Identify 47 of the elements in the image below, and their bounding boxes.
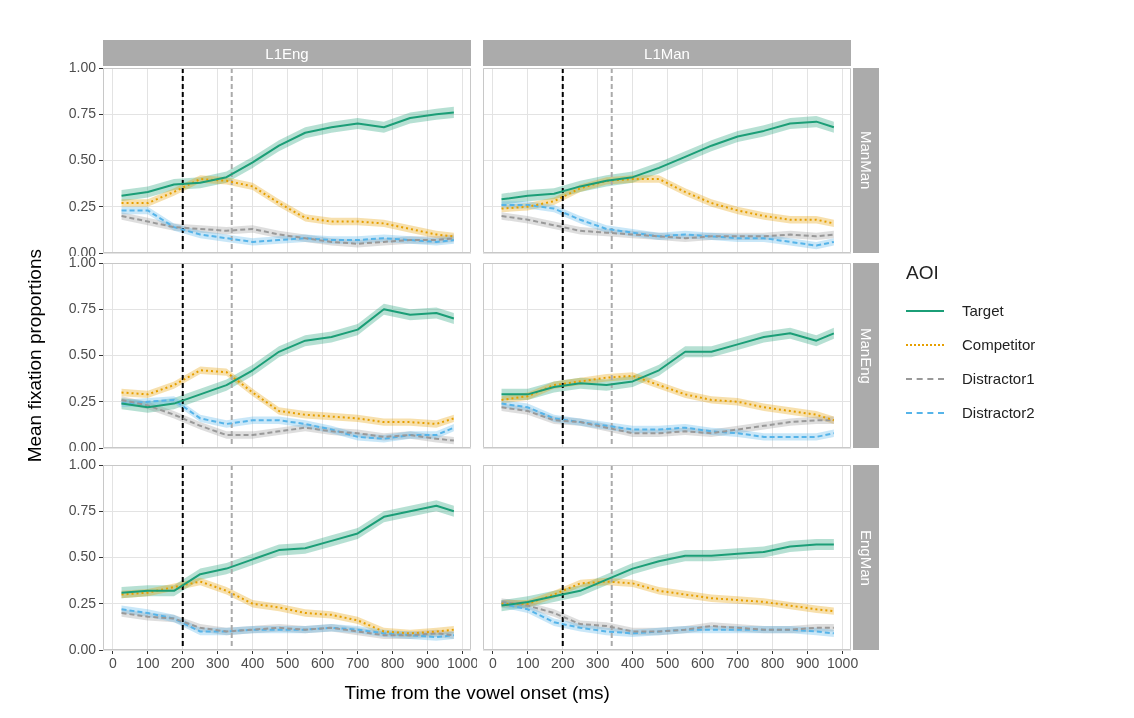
x-tick-label: 1000	[827, 655, 859, 672]
x-tick-label: 700	[725, 655, 750, 672]
y-tick-label: 0.75	[68, 502, 97, 519]
y-tick-label: 1.00	[68, 455, 97, 472]
x-tick-label: 200	[551, 655, 575, 672]
x-tick-label: 900	[415, 655, 440, 672]
x-axis-title: Time from the vowel onset (ms)	[344, 682, 610, 704]
x-tick-label: 100	[516, 655, 540, 672]
legend-label: Distractor2	[962, 404, 1035, 421]
x-tick-label: 400	[241, 655, 265, 672]
x-tick-label: 400	[621, 655, 645, 672]
x-tick-label: 800	[760, 655, 785, 672]
x-tick-label: 700	[345, 655, 370, 672]
x-tick-label: 100	[136, 655, 160, 672]
y-tick-label: 0.75	[68, 105, 97, 122]
x-tick-label: 0	[108, 655, 117, 672]
y-tick-label: 0.50	[68, 151, 97, 168]
legend-title: AOI	[906, 261, 940, 284]
x-tick-label: 500	[656, 655, 680, 672]
chart-title: L1Man	[483, 40, 851, 66]
legend-label: Distractor1	[962, 370, 1035, 387]
legend-label: Competitor	[962, 336, 1036, 353]
y-tick-label: 0.50	[68, 346, 97, 363]
x-tick-label: 300	[206, 655, 230, 672]
y2-axis-title: ManMan	[853, 68, 879, 253]
y-tick-label: 0.25	[68, 392, 97, 409]
x-tick-label: 300	[586, 655, 610, 672]
y-tick-label: 0.00	[68, 438, 97, 455]
y-tick-label: 0.25	[68, 594, 97, 611]
y2-axis-title: EngMan	[853, 465, 879, 650]
y-tick-label: 1.00	[68, 58, 97, 75]
y-tick-label: 0.25	[68, 197, 97, 214]
y2-axis-title: ManEng	[853, 263, 879, 448]
x-tick-label: 800	[380, 655, 405, 672]
y-tick-label: 0.00	[68, 640, 97, 657]
y-tick-label: 0.75	[68, 300, 97, 317]
x-tick-label: 500	[276, 655, 300, 672]
x-tick-label: 600	[311, 655, 335, 672]
x-tick-label: 900	[795, 655, 820, 672]
y-axis-title: Mean fixation proportions	[24, 249, 46, 463]
x-tick-label: 200	[171, 655, 195, 672]
legend-label: Target	[962, 302, 1004, 319]
y-tick-label: 0.50	[68, 548, 97, 565]
chart-title: L1Eng	[103, 40, 471, 66]
x-tick-label: 1000	[447, 655, 479, 672]
x-tick-label: 0	[488, 655, 497, 672]
x-tick-label: 600	[691, 655, 715, 672]
